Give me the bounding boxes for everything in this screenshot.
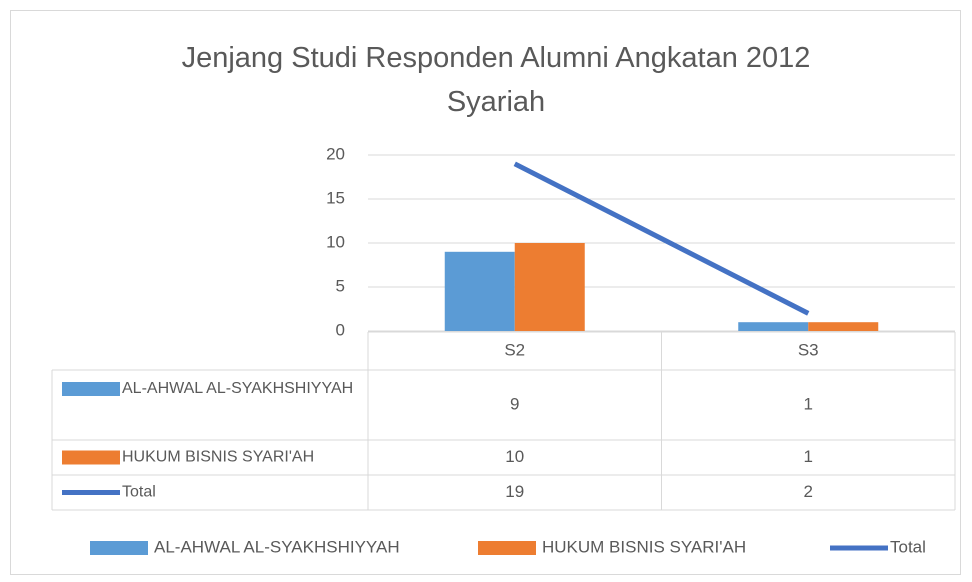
table-cell: 1 — [804, 447, 813, 466]
table-row-label: AL-AHWAL AL-SYAKHSHIYYAH — [122, 380, 353, 397]
legend-label: AL-AHWAL AL-SYAKHSHIYYAH — [154, 537, 400, 556]
y-tick-label: 0 — [336, 320, 345, 339]
table-key — [62, 450, 120, 465]
bar — [514, 243, 585, 331]
x-tick-label: S2 — [504, 340, 525, 359]
table-cell: 10 — [505, 447, 524, 466]
chart-title: Jenjang Studi Responden Alumni Angkatan … — [181, 42, 811, 118]
table-cell: 2 — [804, 482, 813, 501]
legend-key — [478, 541, 536, 555]
y-tick-label: 5 — [336, 276, 345, 295]
bar — [738, 322, 809, 331]
table-cell: 9 — [510, 394, 519, 413]
line — [513, 161, 810, 316]
x-tick-label: S3 — [798, 340, 819, 359]
table-row-label: HUKUM BISNIS SYARI'AH — [122, 449, 314, 466]
legend-label: Total — [890, 537, 926, 556]
table-cell: 1 — [804, 394, 813, 413]
table-row-label: Total — [122, 484, 156, 501]
table-key — [62, 382, 120, 396]
table-cell: 19 — [505, 482, 524, 501]
bar — [808, 322, 879, 331]
legend-key — [90, 541, 148, 555]
y-tick-label: 20 — [326, 144, 345, 163]
y-tick-label: 10 — [326, 232, 345, 251]
legend-label: HUKUM BISNIS SYARI'AH — [542, 537, 746, 556]
y-tick-label: 15 — [326, 188, 345, 207]
bar — [444, 251, 515, 331]
